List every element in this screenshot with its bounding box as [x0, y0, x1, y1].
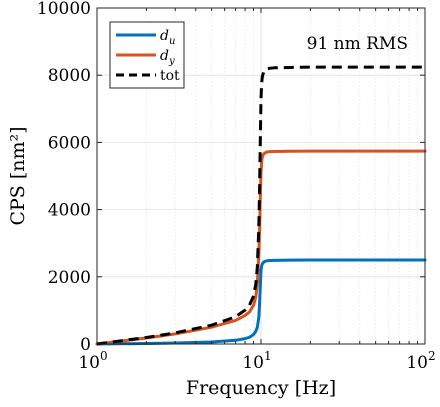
series-line-tot [96, 65, 425, 346]
rms-annotation: 91 nm RMS [307, 34, 408, 54]
y-tick-label: 2000 [48, 268, 91, 288]
tick-labels: 0 2000 4000 6000 8000 10000 100 101 102 [37, 0, 436, 373]
series-layer [95, 65, 427, 346]
x-tick-label: 101 [242, 349, 271, 373]
x-tick-label: 100 [78, 349, 107, 373]
legend-label-tot: tot [160, 68, 180, 84]
y-tick-label: 0 [80, 335, 91, 355]
ticks [96, 7, 426, 345]
y-tick-label: 4000 [48, 201, 91, 221]
x-axis-label: Frequency [Hz] [186, 377, 336, 399]
legend-label-dy: dy [160, 48, 175, 67]
y-axis-label: CPS [nm²] [7, 126, 29, 225]
y-tick-label: 10000 [37, 0, 91, 19]
series-line-dy [95, 149, 427, 346]
x-tick-label: 102 [406, 349, 435, 373]
series-line-du [95, 258, 427, 346]
legend-label-du: du [160, 28, 175, 47]
y-tick-label: 8000 [48, 66, 91, 86]
y-tick-label: 6000 [48, 133, 91, 153]
